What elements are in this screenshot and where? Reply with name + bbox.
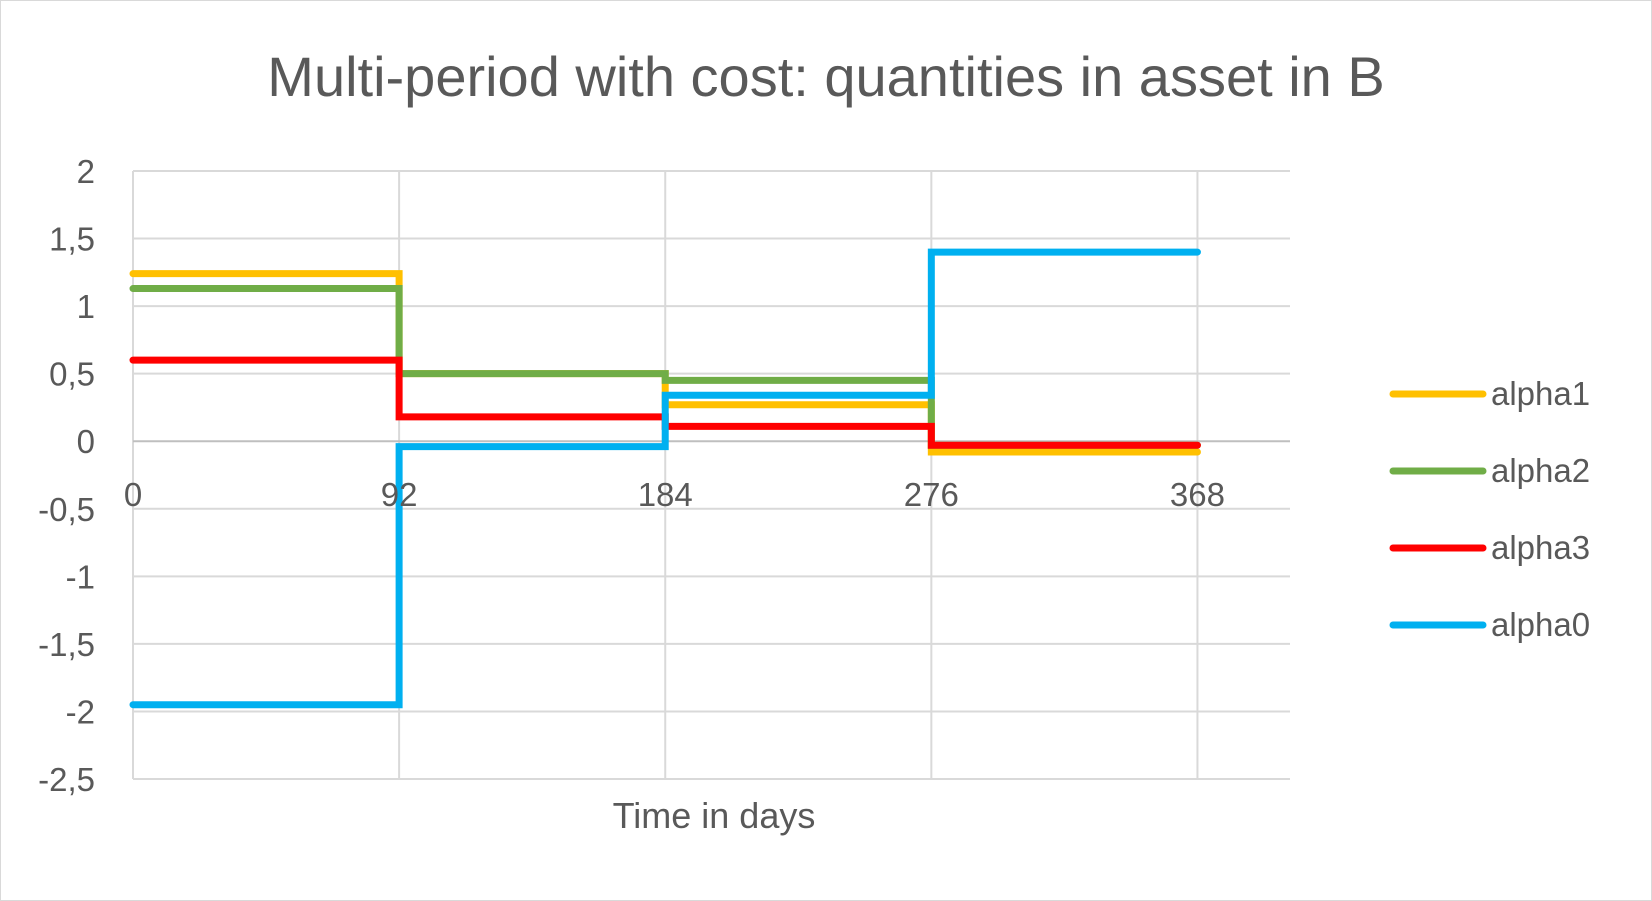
legend: alpha1 alpha2 alpha3 alpha0 — [1389, 375, 1590, 643]
series-line-alpha0 — [129, 248, 1201, 709]
x-tick-label: 184 — [638, 476, 693, 513]
x-tick-label: 92 — [381, 476, 418, 513]
y-tick-label: 1 — [77, 288, 95, 325]
y-tick-label: 2 — [77, 153, 95, 190]
gridlines — [132, 170, 1290, 780]
legend-label: alpha0 — [1491, 606, 1590, 643]
y-tick-label: -0,5 — [38, 491, 95, 528]
x-tick-labels: 0 92 184 276 368 — [124, 476, 1225, 513]
y-tick-label: -2 — [66, 693, 95, 730]
legend-entry-alpha0: alpha0 — [1389, 606, 1590, 643]
x-tick-label: 276 — [904, 476, 959, 513]
legend-label: alpha1 — [1491, 375, 1590, 412]
y-tick-label: -1 — [66, 558, 95, 595]
y-tick-labels: -2,5 -2 -1,5 -1 -0,5 0 0,5 1 1,5 2 — [38, 153, 95, 798]
y-tick-label: -2,5 — [38, 761, 95, 798]
chart-title: Multi-period with cost: quantities in as… — [267, 45, 1384, 108]
legend-entry-alpha2: alpha2 — [1389, 452, 1590, 489]
legend-entry-alpha3: alpha3 — [1389, 529, 1590, 566]
y-tick-label: 0 — [77, 423, 95, 460]
x-axis-title: Time in days — [613, 795, 816, 836]
y-tick-label: 1,5 — [49, 221, 95, 258]
legend-label: alpha3 — [1491, 529, 1590, 566]
x-tick-label: 368 — [1170, 476, 1225, 513]
series-lines — [129, 248, 1201, 709]
y-tick-label: 0,5 — [49, 356, 95, 393]
x-tick-label: 0 — [124, 476, 142, 513]
legend-entry-alpha1: alpha1 — [1389, 375, 1590, 412]
y-tick-label: -1,5 — [38, 626, 95, 663]
legend-label: alpha2 — [1491, 452, 1590, 489]
